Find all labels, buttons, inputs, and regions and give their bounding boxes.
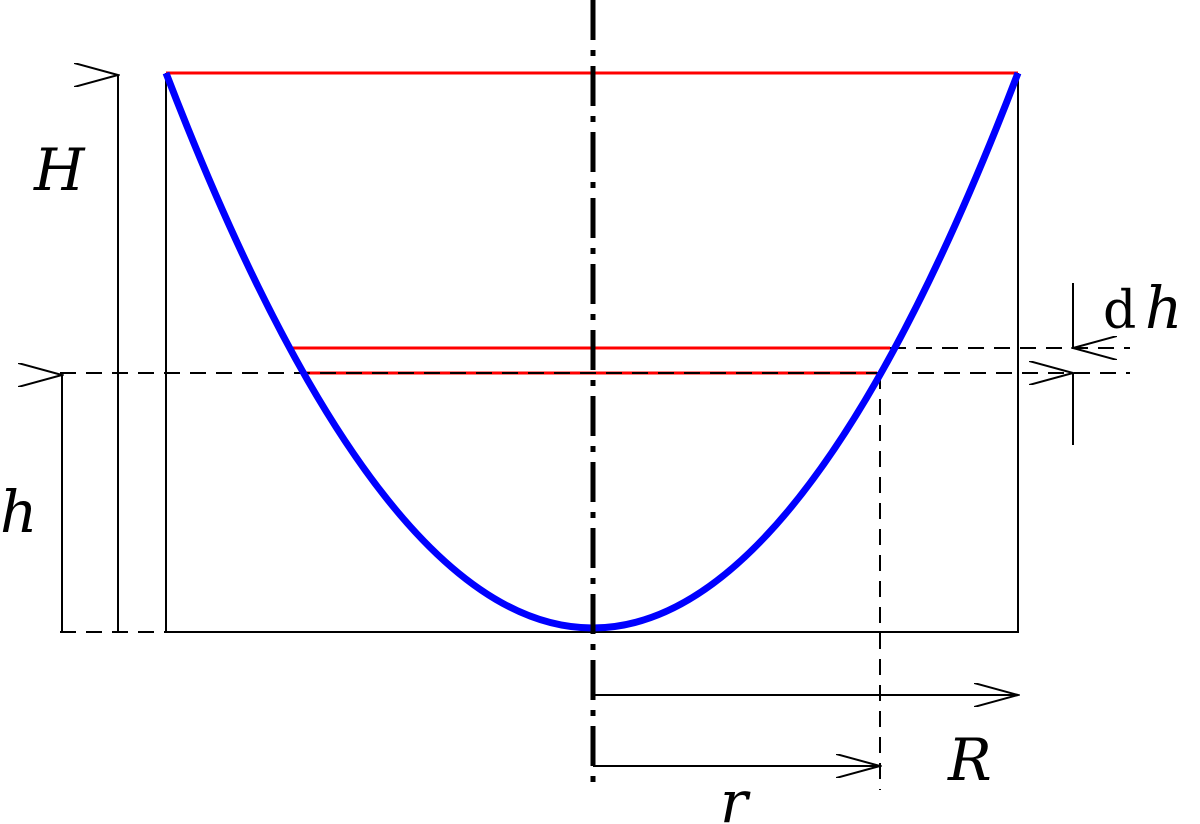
label-dh-d: d: [1103, 281, 1136, 341]
label-R: R: [947, 726, 992, 794]
label-h: h: [0, 478, 37, 546]
label-dh-h: h: [1145, 274, 1182, 342]
label-H: H: [33, 136, 86, 204]
label-r: r: [720, 768, 751, 824]
